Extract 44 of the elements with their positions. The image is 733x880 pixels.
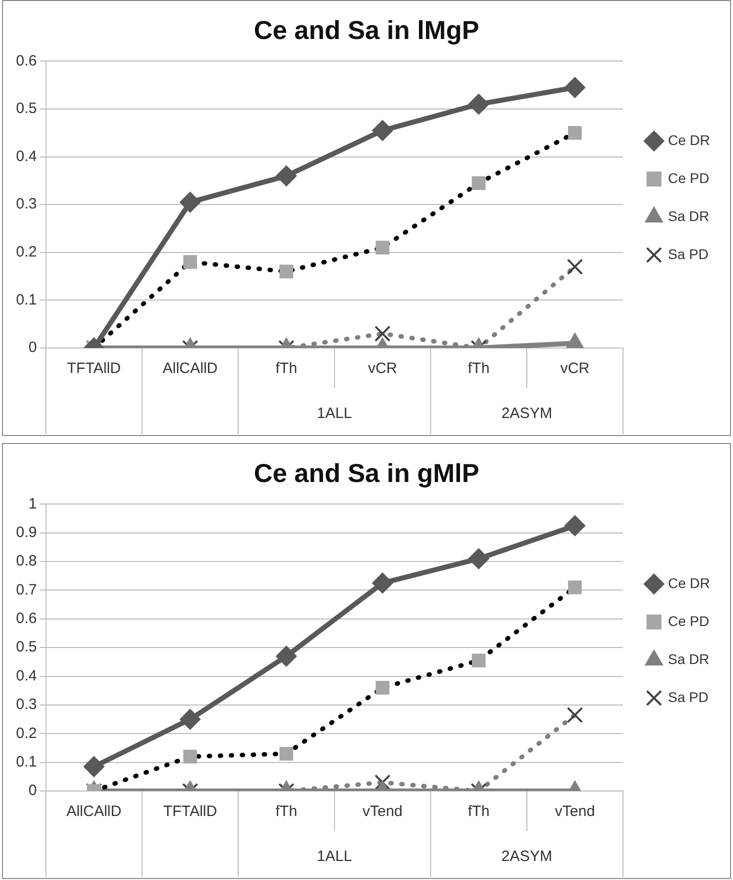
y-tick-label: 0.3 (16, 196, 37, 213)
y-tick-label: 0.5 (16, 638, 37, 656)
x-tick-label: fTh (468, 360, 490, 378)
legend-label: Ce PD (668, 612, 710, 629)
y-tick-label: 0.2 (16, 724, 37, 742)
legend-label: Sa PD (668, 688, 708, 705)
legend-label: Sa DR (668, 650, 710, 667)
y-tick-label: 0.6 (16, 52, 37, 70)
text: 2ASYM (501, 405, 552, 422)
y-tick-label: 0.4 (16, 148, 37, 165)
y-tick-label: 0.5 (16, 100, 37, 118)
y-tick-label: 0.2 (16, 244, 37, 261)
x-tick-label: AllCAllD (162, 360, 218, 378)
y-tick-label: 0.4 (16, 667, 37, 684)
x-tick-label: vCR (560, 360, 590, 378)
legend-label: Sa DR (668, 208, 710, 224)
y-tick-label: 0.1 (16, 753, 37, 770)
y-tick-label: 0.1 (16, 291, 37, 308)
x-tick-label: AllCAllD (66, 803, 122, 820)
x-tick-label: vTend (362, 803, 403, 820)
legend-label: Sa PD (668, 246, 708, 262)
x-tick-label: TFTAllD (163, 803, 218, 820)
y-tick-label: 0.9 (16, 524, 37, 542)
legend-label: Ce DR (668, 132, 710, 148)
chart-title: Ce and Sa in gMlP (254, 458, 480, 488)
x-tick-label: TFTAllD (67, 360, 122, 378)
y-tick-label: 0.3 (16, 696, 37, 714)
y-tick-label: 0.7 (16, 581, 37, 598)
x-tick-label: fTh (275, 360, 298, 378)
y-tick-label: 0.6 (16, 610, 37, 628)
x-tick-label: vTend (554, 803, 595, 820)
legend-label: Ce PD (668, 170, 710, 186)
x-tick-label: fTh (468, 803, 490, 820)
x-tick-label: vCR (368, 360, 398, 378)
legend-label: Ce DR (668, 574, 710, 591)
text: 1ALL (316, 848, 352, 866)
y-tick-label: 0.8 (16, 552, 37, 570)
y-tick-label: 0 (28, 782, 37, 800)
text: 2ASYM (501, 848, 552, 866)
x-tick-label: fTh (275, 803, 298, 820)
y-tick-label: 1 (28, 495, 37, 512)
chart-title: Ce and Sa in lMgP (254, 14, 480, 45)
text: 1ALL (316, 405, 352, 422)
y-tick-label: 0 (28, 339, 37, 356)
